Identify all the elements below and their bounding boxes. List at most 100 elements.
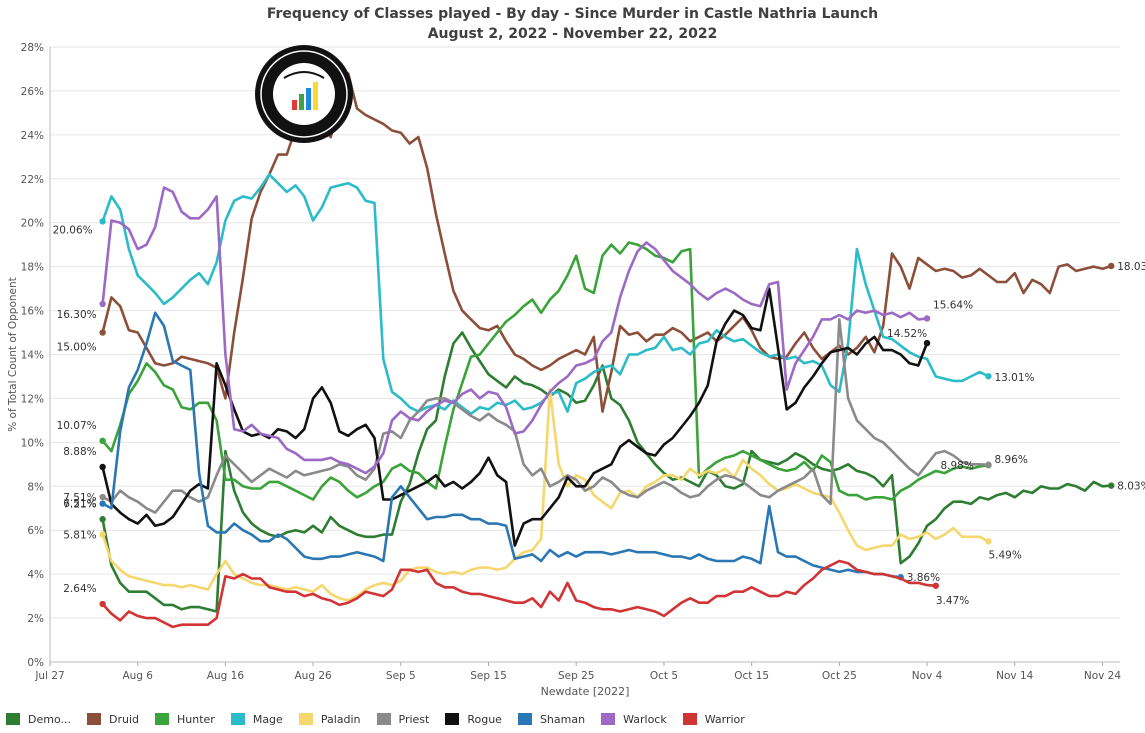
- y-tick-label: 2%: [27, 613, 44, 625]
- data-label-end-demo: 8.03%: [1117, 481, 1145, 493]
- chart-title: Frequency of Classes played - By day - S…: [266, 6, 879, 22]
- y-axis-label: % of Total Count of Opponent: [7, 277, 19, 432]
- x-tick-label: Nov 24: [1084, 670, 1122, 682]
- data-label-end-paladin: 5.49%: [988, 549, 1021, 561]
- series-line-druid: [101, 72, 1113, 413]
- legend-swatch: [298, 713, 313, 725]
- x-tick-label: Sep 25: [558, 670, 595, 682]
- y-tick-label: 8%: [27, 481, 44, 493]
- series-start-point-priest: [99, 493, 106, 501]
- series-end-point-rogue: [923, 339, 931, 347]
- y-tick-label: 26%: [21, 86, 44, 98]
- data-label-start-mage: 20.06%: [53, 224, 93, 236]
- series-start-point-hunter: [99, 437, 106, 445]
- data-reaper-report-logo: [255, 45, 353, 143]
- legend-label: Mage: [252, 712, 283, 726]
- legend-swatch: [601, 713, 616, 725]
- data-label-start-warrior: 2.64%: [63, 583, 96, 595]
- data-label-end-hunter: 8.96%: [994, 454, 1027, 466]
- series-start-point-druid: [99, 329, 106, 336]
- y-tick-label: 14%: [21, 350, 44, 362]
- legend-swatch: [376, 713, 391, 725]
- data-label-start-druid: 15.00%: [57, 342, 97, 354]
- series-line-rogue: [101, 287, 929, 547]
- series-start-point-shaman: [99, 500, 106, 507]
- series-end-point-mage: [985, 373, 992, 380]
- legend-swatch: [86, 713, 101, 725]
- legend-swatch: [230, 713, 245, 725]
- legend-label: Demo...: [28, 712, 71, 726]
- y-tick-label: 28%: [21, 42, 44, 54]
- legend-item: Mage: [230, 712, 283, 726]
- x-tick-label: Sep 15: [470, 670, 507, 682]
- series-end-point-priest: [985, 461, 992, 468]
- series-end-point-druid: [1108, 262, 1115, 270]
- x-tick-label: Sep 5: [386, 670, 416, 682]
- y-tick-label: 4%: [27, 569, 44, 581]
- legend-swatch: [682, 713, 697, 725]
- series-start-point-warlock: [99, 300, 106, 308]
- x-tick-label: Aug 6: [122, 670, 153, 682]
- legend-label: Druid: [108, 712, 139, 726]
- series-line-warlock: [101, 186, 929, 475]
- y-tick-label: 16%: [21, 306, 44, 318]
- x-tick-label: Nov 14: [996, 670, 1034, 682]
- series-end-point-warlock: [923, 315, 931, 322]
- legend-item: Hunter: [155, 713, 215, 726]
- legend-item: Shaman: [517, 712, 586, 726]
- data-label-end-rogue: 14.52%: [887, 328, 927, 340]
- x-tick-label: Aug 16: [207, 670, 245, 682]
- x-tick-label: Oct 25: [822, 670, 857, 682]
- legend-swatch: [517, 713, 532, 725]
- legend-item: Druid: [86, 712, 139, 726]
- legend-item: Demo...: [6, 713, 71, 726]
- data-label-end-priest: 8.98%: [940, 460, 973, 472]
- series-line-mage: [101, 173, 990, 416]
- series-start-point-demo: [99, 516, 106, 523]
- series-start-point-mage: [99, 218, 106, 225]
- chart-legend: Demo... Druid Hunter Mage Paladin Priest Rogue…: [6, 710, 761, 728]
- y-tick-label: 0%: [27, 657, 44, 669]
- x-tick-label: Aug 26: [295, 670, 333, 682]
- legend-label: Warlock: [623, 712, 667, 726]
- y-tick-label: 6%: [27, 525, 44, 537]
- data-label-start-rogue: 8.88%: [63, 446, 96, 458]
- y-tick-label: 22%: [21, 174, 44, 186]
- x-axis-label: Newdate [2022]: [541, 685, 630, 698]
- series-line-priest: [101, 318, 990, 514]
- data-label-start-demo: 6.51%: [63, 498, 96, 510]
- x-tick-label: Oct 15: [734, 670, 769, 682]
- data-label-end-warlock: 15.64%: [933, 299, 973, 311]
- legend-label: Paladin: [320, 712, 361, 726]
- chart-subtitle: August 2, 2022 - November 22, 2022: [427, 26, 718, 42]
- legend-label: Priest: [398, 712, 430, 726]
- series-line-warrior: [101, 559, 938, 629]
- x-tick-label: Jul 27: [34, 670, 64, 682]
- legend-item: Priest: [376, 712, 430, 726]
- legend-swatch: [6, 713, 20, 725]
- legend-swatch: [155, 713, 169, 725]
- legend-item: Rogue: [445, 713, 502, 726]
- legend-item: Warlock: [601, 713, 667, 726]
- series-start-point-paladin: [99, 531, 106, 538]
- data-label-start-priest: 7.51%: [63, 492, 96, 504]
- legend-label: Shaman: [539, 712, 586, 726]
- legend-label: Rogue: [467, 712, 502, 726]
- series-line-demo: [101, 331, 1113, 613]
- legend-label: Hunter: [177, 712, 215, 726]
- series-end-point-demo: [1108, 482, 1115, 489]
- data-label-start-hunter: 10.07%: [57, 420, 97, 432]
- series-line-shaman: [101, 311, 903, 579]
- series-line-hunter: [101, 241, 990, 501]
- data-label-end-druid: 18.03%: [1117, 261, 1145, 273]
- y-tick-label: 10%: [21, 437, 44, 449]
- data-label-end-mage: 13.01%: [994, 372, 1034, 384]
- y-tick-label: 18%: [21, 262, 44, 274]
- series-end-point-warrior: [932, 582, 940, 589]
- data-label-end-shaman: 3.86%: [907, 572, 940, 584]
- data-label-start-paladin: 5.81%: [63, 529, 96, 541]
- series-line-paladin: [101, 388, 990, 602]
- series-start-point-rogue: [99, 463, 106, 471]
- data-label-start-warlock: 16.30%: [57, 309, 97, 321]
